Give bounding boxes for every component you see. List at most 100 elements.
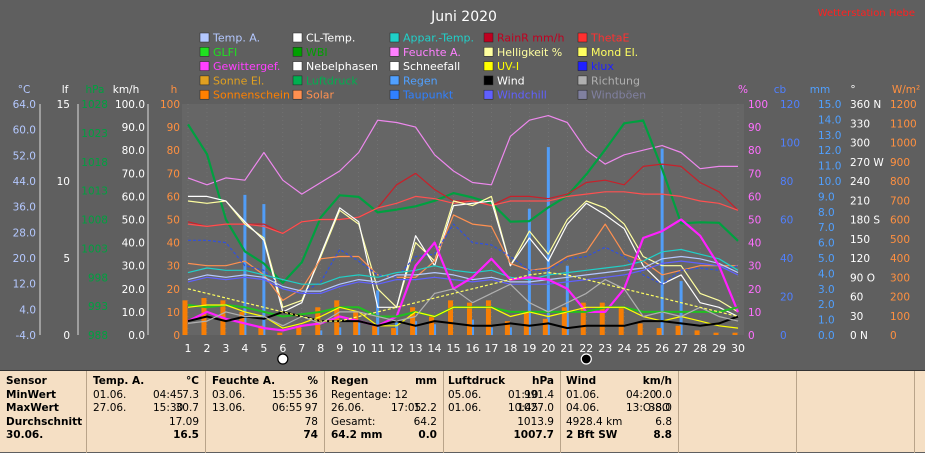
axis-tick-label: 90.0: [122, 122, 145, 134]
bar-sonnenschein: [353, 311, 359, 335]
axis-tick-label: 210: [850, 195, 870, 207]
x-tick-label: 7: [298, 342, 305, 355]
bar-sonnenschein: [675, 325, 681, 335]
axis-tick-label: 10.0: [818, 176, 841, 188]
stats-column-regen: Regen mm Regentage: 12 26.06. 17:05 12.2 Gesam…: [325, 371, 444, 453]
axis-tick-label: 12.0: [818, 145, 841, 157]
axis-tick-label: 4.0: [19, 304, 36, 316]
axis-tick-label: 100: [160, 99, 180, 111]
stats-label: 30.06.: [6, 429, 44, 441]
axis-tick-label: 8.0: [818, 207, 835, 219]
stats-cell: 01.06. 10:45 1027.0: [448, 402, 554, 414]
legend-label: Richtung: [591, 74, 640, 87]
x-tick-label: 20: [541, 342, 555, 355]
axis-tick-label: 70.0: [122, 168, 145, 180]
stats-label: MinWert: [6, 388, 57, 401]
series-line-luftdruck: [187, 119, 739, 284]
axis-tick-label: 400: [890, 253, 910, 265]
legend-label: Nebelphasen: [306, 60, 378, 73]
bar-regen: [376, 290, 380, 335]
axis-tick-label: -4.0: [16, 330, 37, 342]
axis-tick-label: 40: [167, 238, 180, 250]
axis-tick-label: 240: [850, 176, 870, 188]
axis-tick-label: 900: [890, 157, 910, 169]
stats-column-header: Feuchte A.%: [212, 375, 318, 387]
bar-sonnenschein: [504, 321, 510, 335]
legend-swatch: [577, 89, 588, 100]
axis-tick-label: 1023: [81, 128, 108, 140]
legend-label: klux: [591, 60, 614, 73]
axis-unit-label: h: [171, 84, 178, 96]
axis-tick-label: 60: [780, 215, 793, 227]
axis-tick-label: 800: [890, 176, 910, 188]
legend-label: Feuchte A.: [403, 46, 461, 59]
bar-sonnenschein: [466, 302, 472, 335]
legend-swatch: [292, 47, 303, 57]
legend-swatch: [199, 89, 210, 100]
axis-tick-label: 700: [890, 195, 910, 207]
legend-label: Regen: [403, 74, 438, 87]
axis-tick-label: 4.0: [818, 268, 835, 280]
legend-swatch: [389, 61, 400, 71]
stats-column-header: Temp. A. °C: [93, 375, 199, 387]
axis-tick-label: 300: [890, 272, 910, 284]
legend-label: UV-I: [497, 60, 519, 73]
bar-regen: [319, 330, 323, 335]
moon-full: [277, 353, 289, 365]
axis-tick-label: 28.0: [13, 227, 36, 239]
legend-label: Appar.-Temp.: [403, 32, 474, 45]
legend-label: Wind: [497, 74, 525, 87]
legend-swatch: [577, 32, 588, 43]
stats-cell: 27.06. 15:30 30.7: [93, 402, 199, 414]
legend-swatch: [577, 75, 588, 86]
axis-tick-label: 300: [850, 138, 870, 150]
axis-tick-label: 0: [63, 330, 70, 342]
bar-sonnenschein: [448, 300, 454, 335]
stats-label: Durchschnitt: [6, 415, 83, 428]
axis-tick-label: 80: [167, 145, 180, 157]
legend-label: Luftdruck: [306, 74, 358, 87]
axis-tick-label: 1008: [81, 215, 108, 227]
x-tick-label: 22: [579, 342, 593, 355]
stats-cell: Regentage: 12: [331, 388, 408, 401]
legend-swatch: [389, 32, 400, 43]
legend-label: Solar: [306, 89, 335, 102]
axis-tick-label: 9.0: [818, 191, 835, 203]
axis-tick-label: 7.0: [818, 222, 835, 234]
axes: 1 2 3 4 5 6 7 8 9 10 11 12 13 14 15 16 17 18 19 20 21 22 23 24 2…: [13, 84, 920, 365]
legend-label: Sonnenschein: [213, 89, 290, 102]
x-tick-label: 13: [409, 342, 423, 355]
bar-sonnenschein: [277, 332, 283, 335]
axis-tick-label: 0: [890, 330, 897, 342]
axis-tick-label: 30: [748, 261, 761, 273]
bar-sonnenschein: [391, 328, 397, 335]
axis-tick-label: 120: [850, 253, 870, 265]
axis-tick-label: 60: [167, 191, 180, 203]
bar-sonnenschein: [713, 332, 719, 335]
axis-tick-label: 14.0: [818, 114, 841, 126]
axis-tick-label: 600: [890, 215, 910, 227]
series-line-richtung: [187, 279, 739, 327]
axis-tick-label: 60.0: [122, 191, 145, 203]
axis-tick-label: 100: [780, 138, 800, 150]
bar-sonnenschein: [561, 307, 567, 335]
legend-label: Taupunkt: [402, 89, 454, 102]
bar-sonnenschein: [410, 307, 416, 335]
moon-new: [580, 353, 592, 365]
stats-column-header: Regen mm: [331, 375, 437, 387]
axis-tick-label: 998: [88, 272, 108, 284]
line-layer: [187, 114, 740, 332]
legend-swatch: [389, 89, 400, 100]
legend-swatch: [199, 61, 210, 71]
weather-chart: 1 2 3 4 5 6 7 8 9 10 11 12 13 14 15 16 17 18 19 20 21 22 23 24 2…: [13, 8, 920, 365]
axis-tick-label: 90 O: [850, 272, 875, 284]
axis-tick-label: 90: [748, 122, 761, 134]
axis-tick-label: 120: [780, 99, 800, 111]
axis-tick-label: 80.0: [122, 145, 145, 157]
axis-tick-label: 10: [167, 307, 180, 319]
x-tick-label: 4: [241, 342, 248, 355]
stats-cell: 1013.9: [517, 415, 554, 428]
axis-tick-label: 20.0: [122, 284, 145, 296]
axis-unit-label: km/h: [113, 84, 140, 96]
axis-tick-label: 20.0: [13, 253, 36, 265]
